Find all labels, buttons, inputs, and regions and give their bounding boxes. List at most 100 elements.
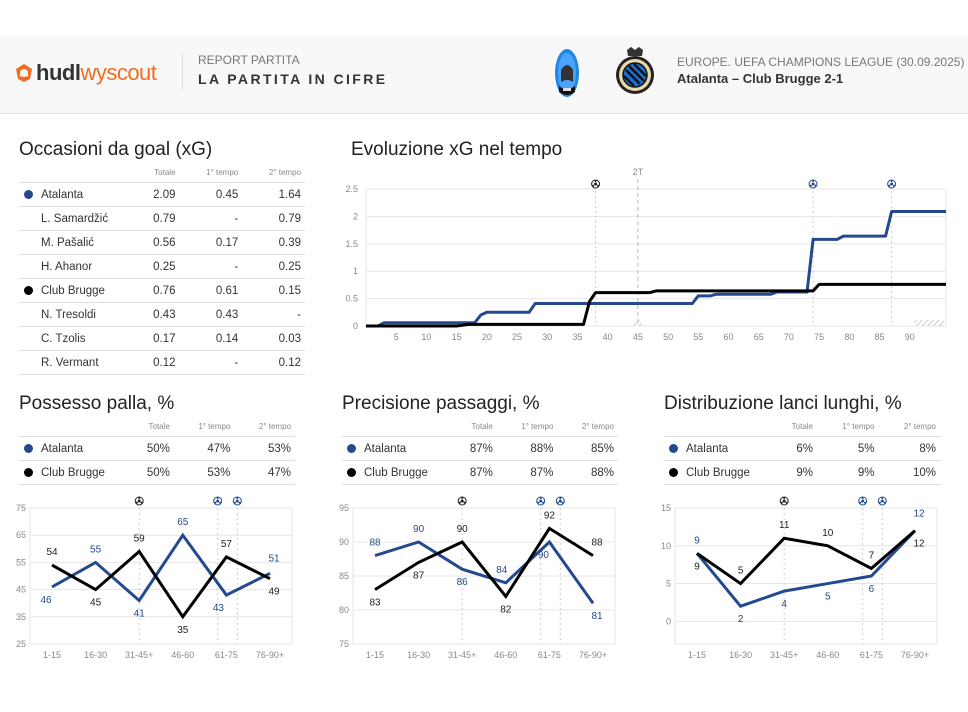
player-row: L. Samardžić 0.79-0.79	[19, 206, 305, 231]
x-tick-label: 76-90+	[579, 650, 607, 660]
club-brugge-crest-icon	[616, 47, 654, 94]
ball-patch	[880, 499, 884, 503]
value-total: 87%	[450, 436, 497, 461]
away-team-dot-icon	[24, 286, 33, 295]
value-total: 9%	[772, 460, 817, 485]
ball-patch	[218, 501, 221, 504]
away-team-dot-icon	[347, 468, 356, 477]
team-name: Atalanta	[19, 182, 132, 207]
value-first-half: -	[179, 206, 243, 231]
ball-patch	[461, 497, 464, 500]
ball-patch	[558, 499, 562, 503]
data-label: 45	[90, 598, 102, 609]
value-total: 0.76	[132, 278, 180, 303]
column-header-first-half: 1° tempo	[521, 421, 554, 431]
ball-patch	[236, 497, 239, 500]
value-second-half: 10%	[878, 460, 940, 485]
y-tick-label: 2.5	[345, 184, 358, 194]
data-label: 83	[369, 598, 381, 609]
data-label: 5	[738, 566, 744, 577]
column-header-name	[342, 416, 450, 437]
x-tick-label: 31-45+	[125, 650, 153, 660]
row-label: Club Brugge	[41, 466, 105, 479]
value-second-half: 47%	[234, 460, 295, 485]
data-label: 57	[221, 539, 233, 550]
goal-ball-icon	[779, 496, 789, 506]
ball-patch	[592, 184, 595, 187]
player-name: M. Pašalić	[19, 230, 132, 255]
x-tick-label: 30	[542, 332, 552, 342]
row-label: R. Vermant	[41, 356, 99, 369]
data-label: 84	[496, 565, 508, 576]
value-second-half: 1.64	[242, 182, 305, 207]
away-series-line	[51, 549, 271, 620]
column-header-total: Totale	[791, 421, 813, 431]
ball-patch	[463, 501, 466, 504]
ball-patch	[879, 501, 881, 504]
player-name: C. Tzolis	[19, 326, 132, 351]
home-team-dot-icon	[669, 444, 678, 453]
report-title: LA PARTITA IN CIFRE	[198, 71, 388, 87]
team-name: Club Brugge	[19, 278, 132, 303]
y-tick-label: 75	[339, 639, 349, 649]
value-first-half: 53%	[173, 460, 235, 485]
data-label: 2	[738, 614, 744, 625]
data-label: 43	[213, 603, 225, 614]
passing-chart: 75 80 85 90 95 1-15 16-30 31-45+ 46-60 61-75 76-90…	[339, 496, 616, 660]
goal-ball-icon	[555, 496, 565, 506]
x-tick-label: 60	[723, 332, 733, 342]
data-label: 87	[413, 570, 425, 581]
y-tick-label: 15	[661, 503, 671, 513]
x-tick-label: 1-15	[43, 650, 61, 660]
data-label: 46	[40, 595, 52, 606]
ball-patch	[812, 180, 814, 183]
value-total: 0.12	[132, 350, 180, 375]
x-tick-label: 76-90+	[256, 650, 284, 660]
team-name: Atalanta	[342, 436, 450, 461]
longball-chart: 0 5 10 15 1-15 16-30 31-45+ 46-60 61-75 76-90+ 9 2 4…	[661, 496, 938, 660]
ball-patch	[235, 499, 239, 503]
ball-patch	[561, 501, 564, 504]
value-first-half: 88%	[496, 436, 558, 461]
x-tick-label: 1-15	[688, 650, 706, 660]
y-tick-label: 65	[16, 530, 26, 540]
row-label: Atalanta	[41, 442, 84, 455]
y-tick-label: 0.5	[345, 294, 358, 304]
hudl-logo-icon	[16, 64, 32, 82]
value-second-half: 0.15	[242, 278, 305, 303]
player-name: H. Ahanor	[19, 254, 132, 279]
value-total: 0.17	[132, 326, 180, 351]
data-label: 35	[177, 625, 189, 636]
ball-patch	[140, 501, 143, 504]
ball-patch	[541, 501, 544, 504]
ball-patch	[238, 501, 241, 504]
x-tick-label: 61-75	[860, 650, 883, 660]
team-row: Atalanta 2.09 0.45 1.64	[19, 182, 305, 207]
value-total: 0.25	[132, 254, 180, 279]
ball-patch	[539, 499, 543, 503]
data-label: 81	[591, 611, 603, 622]
goal-ball-icon	[134, 496, 144, 506]
data-label: 86	[457, 577, 469, 588]
x-tick-label: 61-75	[538, 650, 561, 660]
home-series-line	[695, 529, 917, 608]
player-row: C. Tzolis 0.17 0.14 0.03	[19, 326, 305, 351]
value-total: 0.79	[132, 206, 180, 231]
row-label: Club Brugge	[364, 466, 428, 479]
value-first-half: 0.61	[179, 278, 243, 303]
ball-patch	[890, 180, 893, 183]
x-tick-label: 46-60	[816, 650, 839, 660]
goal-ball-icon	[887, 179, 897, 189]
team-name: Club Brugge	[19, 460, 127, 485]
stoppage-time-hatch	[914, 320, 944, 326]
team-row: Atalanta 87% 88% 85%	[342, 436, 618, 461]
y-tick-label: 2	[353, 211, 358, 221]
passing-title: Precisione passaggi, %	[342, 393, 540, 414]
y-tick-label: 35	[16, 612, 26, 622]
passing-table: Totale 1° tempo 2° tempo Atalanta 87% 88% 8…	[342, 416, 618, 485]
y-tick-label: 1	[353, 266, 358, 276]
home-team-dot-icon	[24, 444, 33, 453]
x-tick-label: 50	[663, 332, 673, 342]
data-label: 49	[268, 587, 280, 598]
x-tick-label: 15	[452, 332, 462, 342]
